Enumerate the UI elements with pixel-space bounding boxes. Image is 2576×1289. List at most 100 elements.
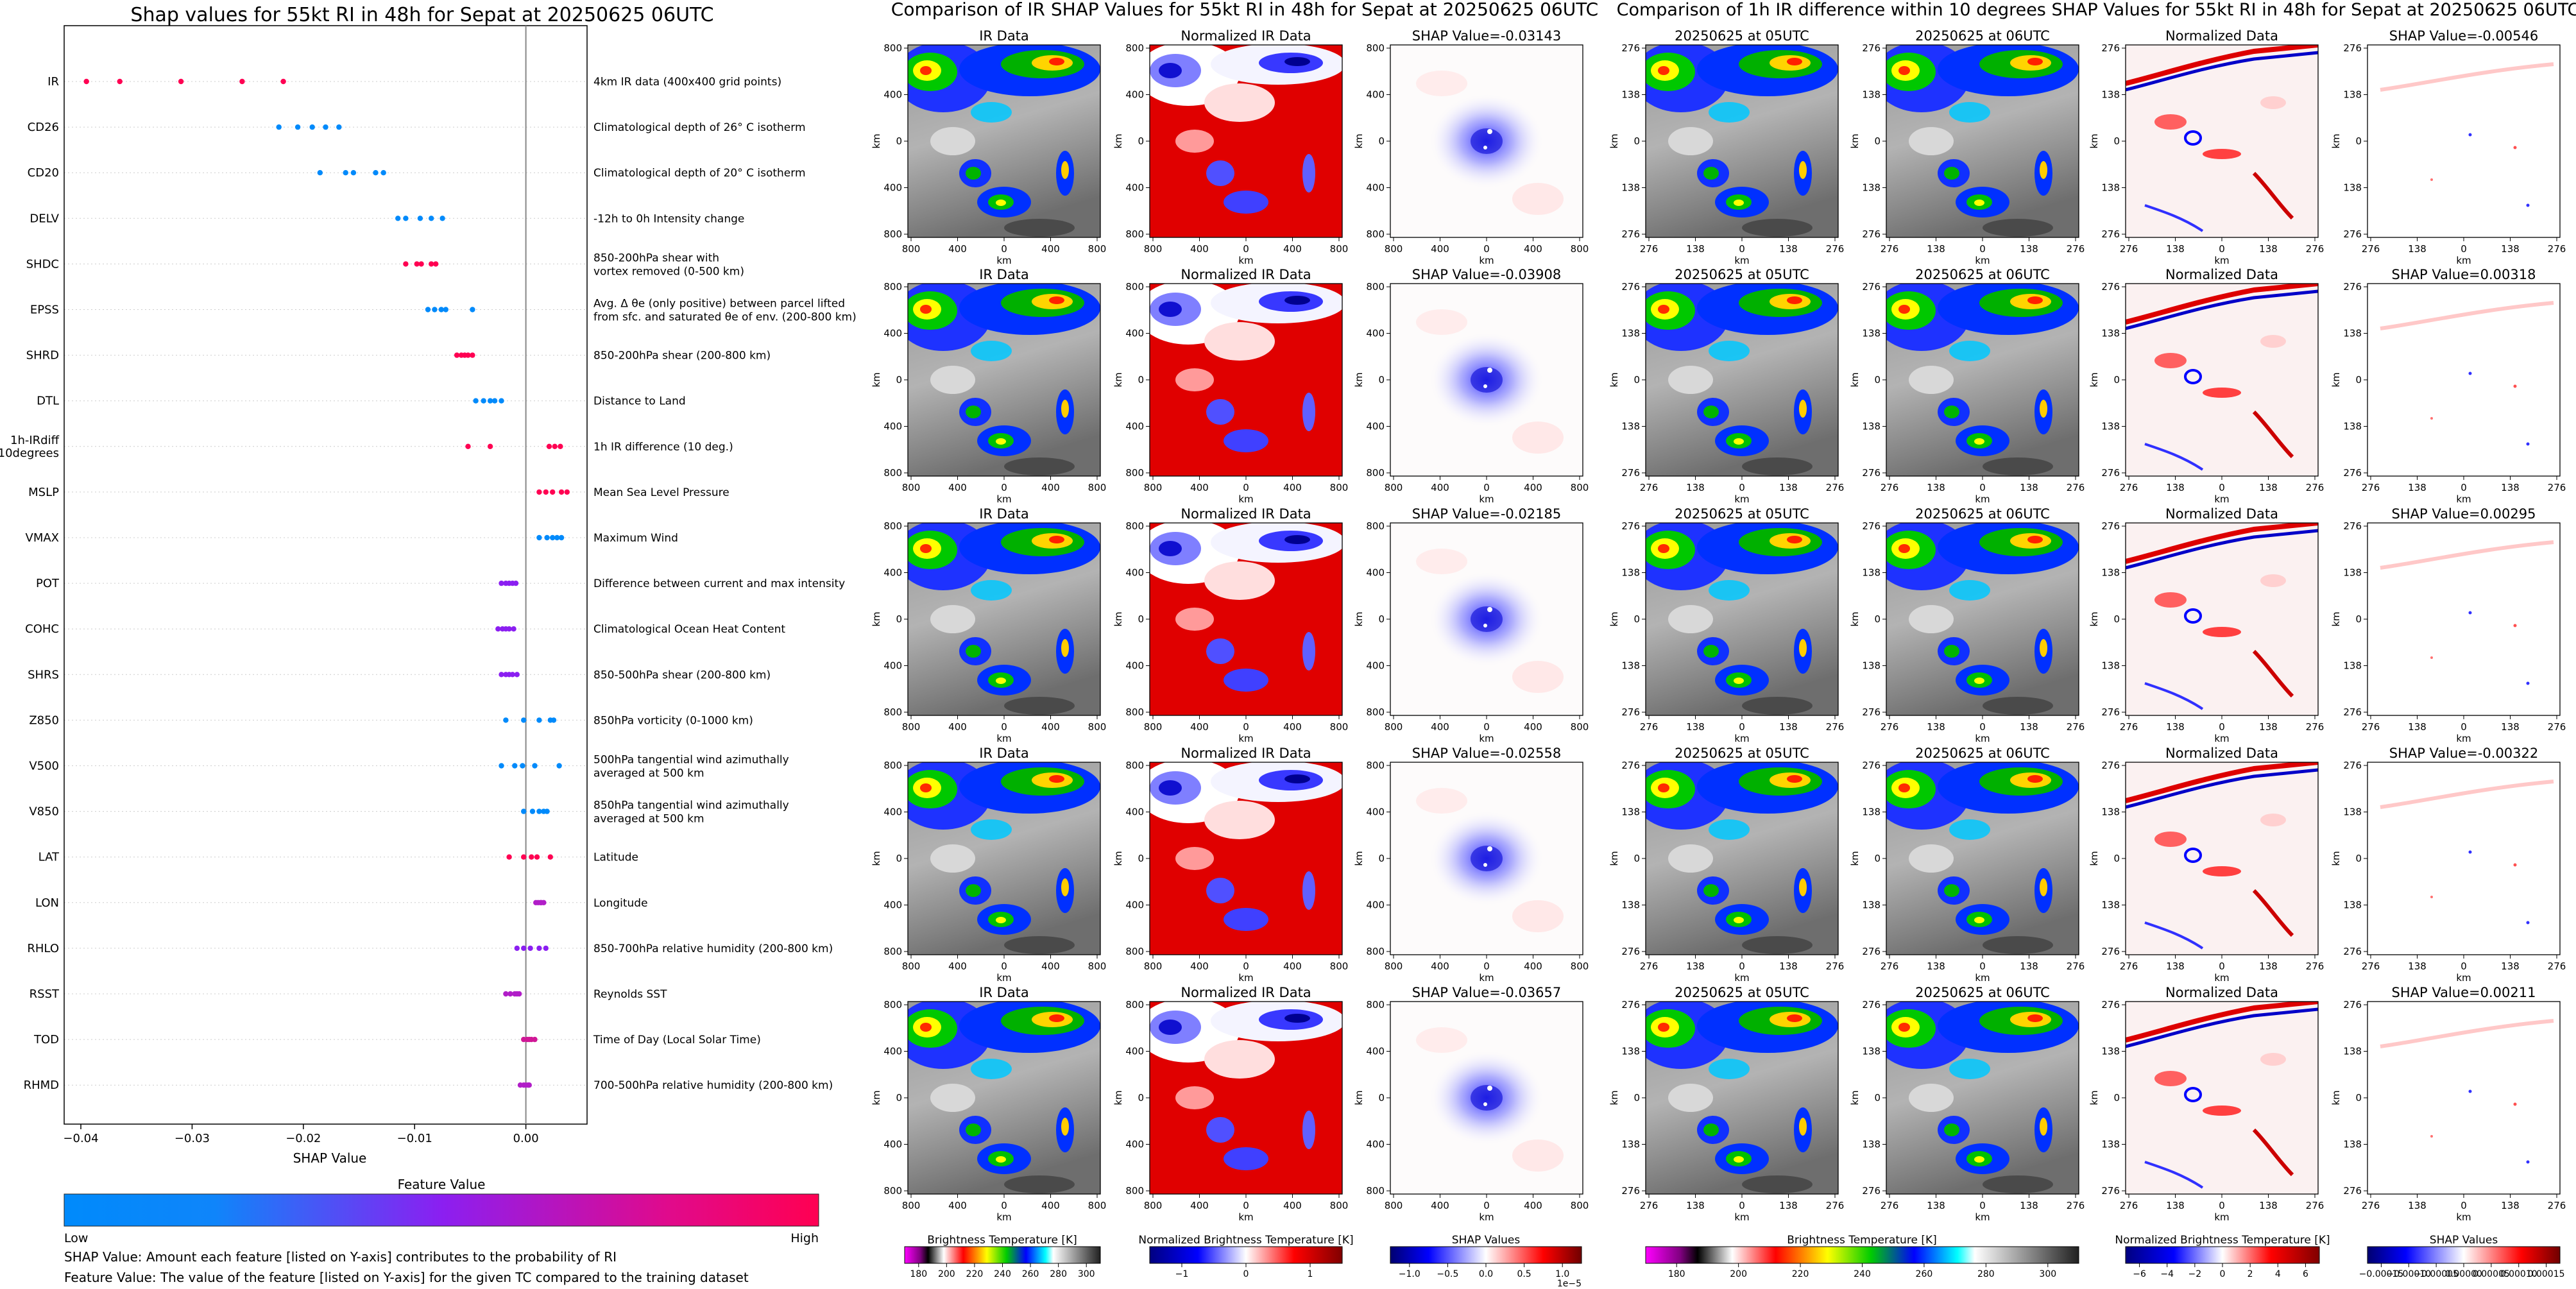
x-tick-label: 800: [1088, 1200, 1107, 1211]
x-tick-label: 800: [1571, 960, 1589, 972]
colorbar-tick-label: 0.0: [1479, 1269, 1493, 1279]
y-tick-label: 400: [1125, 328, 1144, 339]
y-tick-label: 0: [2113, 1092, 2120, 1104]
x-tick-label: 0: [1979, 243, 1986, 255]
shap-point: [514, 672, 520, 678]
colorbar-tick-label: 0.00015: [2528, 1269, 2565, 1279]
x-tick-label: 138: [2501, 960, 2520, 972]
x-tick-label: 138: [2408, 482, 2427, 493]
panel-title: SHAP Value=0.00295: [2392, 506, 2536, 522]
y-tick-label: 138: [1621, 182, 1640, 194]
shap-point: [414, 261, 420, 267]
y-tick-label: 138: [2101, 89, 2120, 101]
x-tick-label: 0: [1739, 1200, 1745, 1211]
axis-label: km: [1479, 493, 1494, 505]
panel-title: Normalized Data: [2165, 28, 2278, 44]
x-tick-label: 276: [1881, 1200, 1899, 1211]
feature-description: Maximum Wind: [593, 532, 678, 545]
axis-label: km: [2088, 133, 2100, 148]
shap-point: [552, 443, 558, 449]
y-tick-label: 138: [1862, 567, 1881, 579]
x-tick-label: 0: [1739, 721, 1745, 733]
panel-title: SHAP Value=-0.00322: [2389, 746, 2539, 761]
y-tick-label: 276: [1862, 706, 1881, 718]
x-tick-label: 138: [2166, 482, 2185, 493]
y-tick-label: 138: [2343, 89, 2362, 101]
x-tick-label: 276: [2548, 482, 2566, 493]
x-tick-label: 400: [1431, 1200, 1449, 1211]
x-tick-label: 800: [1330, 482, 1349, 493]
colorbar-tick-label: 280: [1977, 1269, 1995, 1279]
feature-description: -12h to 0h Intensity change: [593, 212, 744, 225]
y-tick-label: 400: [1366, 182, 1385, 194]
y-tick-label: 276: [1621, 760, 1640, 771]
colorbar-tick-label: 0: [2220, 1269, 2226, 1279]
x-tick-label: 138: [1927, 243, 1945, 255]
y-tick-label: 0: [896, 853, 902, 864]
shap-point: [499, 398, 504, 404]
x-tick-label: 400: [948, 721, 967, 733]
heatmap-panel: SHAP Value=0.002952762761381380013813827…: [2330, 506, 2566, 744]
bt-colorbar-diff: [1645, 1246, 2079, 1264]
axis-label: km: [2214, 733, 2229, 744]
x-tick-label: 0: [1001, 1200, 1007, 1211]
y-tick-label: 276: [2343, 1185, 2362, 1197]
x-tick-label: 276: [2548, 721, 2566, 733]
colorbar-tick-label: 260: [1022, 1269, 1039, 1279]
x-tick-label: 400: [1041, 1200, 1060, 1211]
shap-point: [520, 763, 525, 769]
shap-point: [529, 854, 534, 860]
axis-label: km: [2214, 255, 2229, 266]
panel-title: SHAP Value=-0.00546: [2389, 28, 2539, 44]
y-tick-label: 400: [1366, 807, 1385, 818]
axis-label: km: [2330, 372, 2342, 387]
axis-label: km: [1734, 972, 1749, 984]
heatmap-panel: SHAP Value=-0.03908800800400400004004008…: [1353, 267, 1589, 505]
y-tick-label: 800: [1125, 228, 1144, 240]
feature-label: DTL: [37, 395, 59, 408]
colorbar-tick-label: 300: [1078, 1269, 1095, 1279]
x-tick-label: 138: [1686, 482, 1705, 493]
y-tick-label: 800: [883, 467, 902, 479]
colorbar-high-label: High: [790, 1231, 819, 1245]
shap-point: [487, 398, 493, 404]
y-tick-label: 138: [2343, 807, 2362, 818]
x-tick-label: 0: [1979, 1200, 1986, 1211]
shap-point: [514, 945, 520, 952]
y-tick-label: 800: [883, 946, 902, 957]
x-tick-label: 138: [2501, 1200, 2520, 1211]
y-tick-label: 0: [1874, 1092, 1881, 1104]
y-tick-label: 800: [1366, 42, 1385, 54]
heatmap-panel: SHAP Value=-0.02558800800400400004004008…: [1353, 746, 1589, 984]
y-tick-label: 0: [2355, 135, 2362, 147]
shap-point: [294, 124, 301, 130]
shap-point: [527, 945, 533, 952]
x-tick-label: 0: [2461, 721, 2467, 733]
colorbar-tick-label: −0.00010: [2386, 1269, 2431, 1279]
y-tick-label: 138: [1862, 900, 1881, 911]
y-tick-label: 0: [2355, 1092, 2362, 1104]
y-tick-label: 138: [1621, 328, 1640, 339]
x-tick-label: 0: [1483, 482, 1490, 493]
feature-description: Time of Day (Local Solar Time): [593, 1034, 761, 1046]
colorbar-tick-label: 200: [938, 1269, 955, 1279]
shap-point: [432, 307, 438, 312]
heatmap-panel: SHAP Value=-0.00322276276138138001381382…: [2330, 746, 2566, 984]
heatmap-panel: SHAP Value=0.003182762761381380013813827…: [2330, 267, 2566, 505]
y-tick-label: 800: [1366, 467, 1385, 479]
x-tick-label: 400: [1524, 482, 1542, 493]
y-tick-label: 0: [1874, 135, 1881, 147]
feature-description: 1h IR difference (10 deg.): [593, 441, 733, 454]
feature-description: Distance to Land: [593, 395, 686, 408]
x-tick-label: 0: [1243, 960, 1249, 972]
x-tick-label: 400: [1283, 1200, 1302, 1211]
axis-label: km: [1113, 372, 1124, 387]
axis-label: km: [1975, 972, 1990, 984]
x-tick-label: 0: [2219, 1200, 2225, 1211]
shap-point: [491, 398, 498, 404]
x-tick-label: 138: [2020, 482, 2038, 493]
x-tick-label: 138: [2166, 243, 2185, 255]
cb-label-shap-ir: SHAP Values: [1452, 1234, 1521, 1247]
feature-label: 10degrees: [0, 447, 59, 460]
